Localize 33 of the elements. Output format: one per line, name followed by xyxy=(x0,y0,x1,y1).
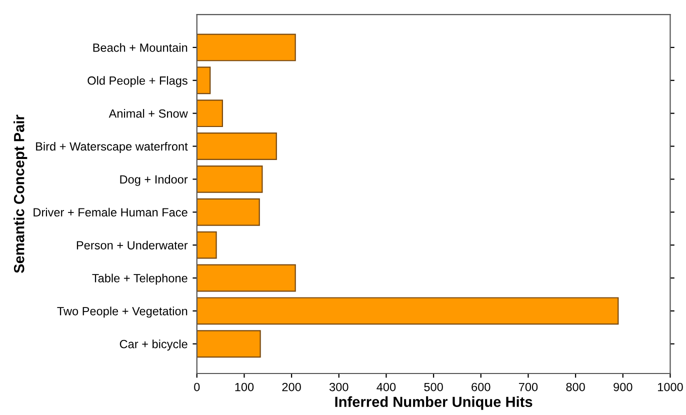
y-tick-label: Car + bicycle xyxy=(120,340,188,351)
x-tick-label: 100 xyxy=(235,382,254,392)
bar xyxy=(196,165,263,193)
x-tick-label: 500 xyxy=(424,382,443,392)
y-tick-label: Old People + Flags xyxy=(88,76,188,88)
bar xyxy=(196,66,211,94)
x-tick-label: 1000 xyxy=(658,382,683,392)
y-tick-label: Two People + Vegetation xyxy=(57,306,188,318)
bar xyxy=(196,297,619,325)
y-tick-label: Person + Underwater xyxy=(76,240,188,250)
x-tick-label: 600 xyxy=(472,382,490,392)
y-tick-label: Table + Telephone xyxy=(92,274,188,285)
bar xyxy=(196,330,261,358)
bar xyxy=(196,34,296,62)
x-tick-label: 300 xyxy=(329,382,348,392)
y-axis-title: Semantic Concept Pair xyxy=(14,114,28,274)
bar xyxy=(196,132,277,160)
y-tick-label: Dog + Indoor xyxy=(120,174,188,186)
x-tick-label: 200 xyxy=(282,382,301,392)
y-tick-label: Bird + Waterscape waterfront xyxy=(36,142,188,153)
x-tick-label: 800 xyxy=(566,382,585,392)
x-tick-label: 400 xyxy=(376,382,396,392)
x-axis-title: Inferred Number Unique Hits xyxy=(335,396,532,410)
y-tick-label: Driver + Female Human Face xyxy=(34,208,188,217)
bar xyxy=(196,264,296,292)
x-tick-label: 0 xyxy=(194,382,200,392)
x-tick-label: 900 xyxy=(614,382,632,392)
y-tick-label: Beach + Mountain xyxy=(93,43,188,52)
y-tick-label: Animal + Snow xyxy=(108,109,188,118)
bar xyxy=(196,231,217,259)
x-tick-label: 700 xyxy=(518,382,538,392)
bar xyxy=(196,100,223,128)
bar xyxy=(196,198,260,226)
